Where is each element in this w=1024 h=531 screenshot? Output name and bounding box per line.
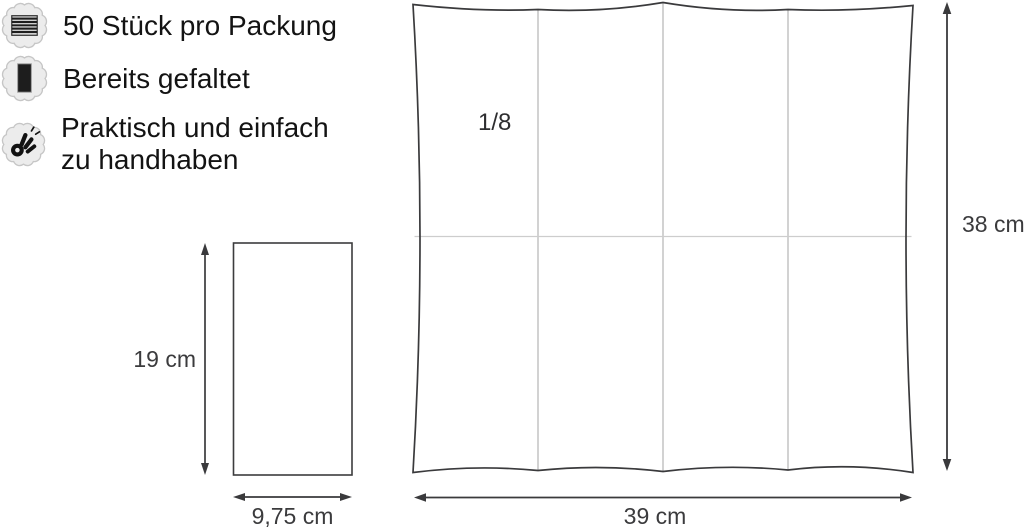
ok-hand-icon [1,122,46,166]
open-napkin-outline [412,1,914,474]
open-napkin-height-arrow [942,2,952,471]
folded-napkin-icon [1,55,48,102]
feature-label: Bereits gefaltet [63,62,250,94]
fraction-label: 1/8 [478,109,512,136]
open-width-label: 39 cm [623,503,687,529]
feature-label: Praktisch und einfach zu handhaben [61,112,329,175]
folded-height-label: 19 cm [133,346,196,372]
feature-item-pack-count: 50 Stück pro Packung [1,2,337,49]
folded-napkin-shape [232,242,353,476]
napkin-stack-icon [1,2,48,49]
feature-item-easy-handling: Praktisch und einfach zu handhaben [1,112,361,176]
folded-napkin-width-arrow [233,493,352,501]
open-napkin-shape [412,1,914,474]
folded-napkin-height-arrow [201,243,209,475]
feature-label: 50 Stück pro Packung [63,9,337,41]
folded-width-label: 9,75 cm [251,503,334,529]
open-height-label: 38 cm [962,211,1024,237]
feature-item-prefolded: Bereits gefaltet [1,55,250,102]
open-napkin-width-arrow [414,493,912,502]
